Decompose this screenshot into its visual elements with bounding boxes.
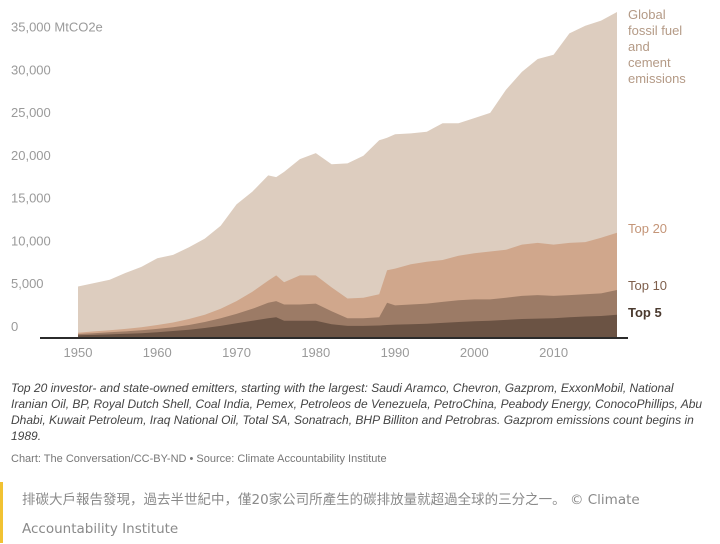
y-tick-label: 10,000 xyxy=(11,233,51,248)
label-global-emissions: emissions xyxy=(628,71,686,86)
x-tick-label: 1990 xyxy=(381,345,410,360)
x-tick-label: 1950 xyxy=(64,345,93,360)
chart-note: Top 20 investor- and state-owned emitter… xyxy=(11,381,703,443)
area-top-5 xyxy=(78,314,617,337)
chart-credit: Chart: The Conversation/CC-BY-ND • Sourc… xyxy=(11,453,387,465)
label-top-20: Top 20 xyxy=(628,221,667,236)
y-axis-ticks: 0 5,000 10,000 15,000 20,000 25,000 30,000 35,0… xyxy=(11,20,103,334)
y-tick-label: 30,000 xyxy=(11,62,51,77)
y-tick-label: 5,000 xyxy=(11,276,44,291)
x-tick-label: 1980 xyxy=(301,345,330,360)
y-tick-label: 20,000 xyxy=(11,148,51,163)
x-tick-label: 2010 xyxy=(539,345,568,360)
label-global-emissions: fossil fuel xyxy=(628,23,682,38)
y-tick-label: 25,000 xyxy=(11,105,51,120)
y-tick-label: 15,000 xyxy=(11,191,51,206)
y-tick-label: 35,000 MtCO2e xyxy=(11,20,103,35)
x-tick-label: 1960 xyxy=(143,345,172,360)
x-axis-ticks: 1950 1960 1970 1980 1990 2000 2010 xyxy=(64,345,569,360)
y-tick-label: 0 xyxy=(11,319,18,334)
image-caption: 排碳大戶報告發現，過去半世紀中，僅20家公司所產生的碳排放量就超過全球的三分之一… xyxy=(0,482,720,543)
stacked-areas xyxy=(78,12,617,337)
label-global-emissions: cement xyxy=(628,55,671,70)
x-tick-label: 2000 xyxy=(460,345,489,360)
x-tick-label: 1970 xyxy=(222,345,251,360)
label-top-5: Top 5 xyxy=(628,305,662,320)
label-global-emissions: Global xyxy=(628,7,666,22)
label-global-emissions: and xyxy=(628,39,650,54)
label-top-10: Top 10 xyxy=(628,278,667,293)
emissions-area-chart: 0 5,000 10,000 15,000 20,000 25,000 30,000 35,0… xyxy=(11,7,686,360)
